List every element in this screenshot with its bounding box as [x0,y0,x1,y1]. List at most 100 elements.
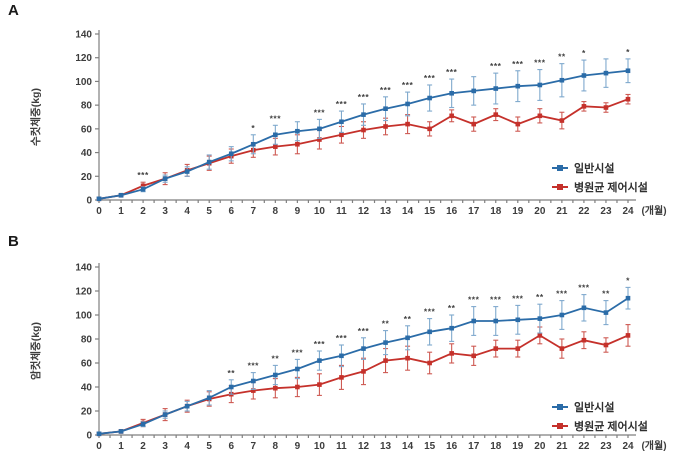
svg-text:17: 17 [468,441,480,452]
legend-item-pathogen-controlled-facility: 병원균 제어시설 [552,418,648,434]
svg-text:10: 10 [314,206,326,217]
svg-text:13: 13 [380,441,392,452]
svg-text:22: 22 [578,206,590,217]
svg-text:***: *** [446,67,458,77]
blue-line-marker-icon [552,165,568,171]
svg-text:7: 7 [251,206,257,217]
svg-text:80: 80 [81,101,93,112]
svg-text:2: 2 [140,206,146,217]
blue-line-marker-icon [552,404,568,410]
svg-text:4: 4 [184,206,190,217]
svg-text:14: 14 [402,206,414,217]
svg-text:***: *** [314,107,326,117]
legend-a: 일반시설 병원균 제어시설 [552,160,648,195]
svg-text:**: ** [448,303,456,313]
legend-item-general-facility: 일반시설 [552,160,648,176]
svg-text:**: ** [382,319,390,329]
svg-text:*: * [626,275,630,285]
panel-a: A 0 20 40 60 80 100 120 140 0 1 2 3 4 5 6 7 8 9 10 11 12 13 14… [0,0,680,231]
legend-label: 병원균 제어시설 [574,182,648,194]
svg-text:**: ** [227,368,235,378]
svg-text:수컷체중(kg): 수컷체중(kg) [29,88,42,146]
svg-text:15: 15 [424,441,436,452]
svg-text:***: *** [556,289,568,299]
svg-text:***: *** [270,113,282,123]
svg-text:6: 6 [228,441,234,452]
svg-text:***: *** [292,347,304,357]
svg-text:6: 6 [228,206,234,217]
svg-text:140: 140 [75,30,92,41]
svg-text:9: 9 [295,206,301,217]
svg-text:***: *** [424,307,436,317]
svg-text:18: 18 [490,206,502,217]
panel-b-label: B [8,233,19,250]
svg-text:60: 60 [81,359,93,370]
red-line-marker-icon [552,423,568,429]
svg-text:***: *** [468,295,480,305]
svg-text:8: 8 [273,206,279,217]
svg-text:*: * [582,48,586,58]
svg-text:100: 100 [75,77,92,88]
svg-text:(개월): (개월) [641,204,666,217]
svg-text:20: 20 [81,407,93,418]
svg-text:**: ** [602,289,610,299]
svg-text:9: 9 [295,441,301,452]
svg-text:8: 8 [273,441,279,452]
legend-item-general-facility: 일반시설 [552,399,648,415]
svg-text:1: 1 [118,206,124,217]
svg-text:***: *** [490,295,502,305]
svg-text:***: *** [358,92,370,102]
svg-text:17: 17 [468,206,480,217]
svg-text:23: 23 [600,441,612,452]
svg-text:100: 100 [75,311,92,322]
svg-text:*: * [626,47,630,57]
svg-text:**: ** [272,353,280,363]
svg-text:***: *** [358,326,370,336]
svg-text:***: *** [336,333,348,343]
svg-text:***: *** [137,170,149,180]
svg-text:1: 1 [118,441,124,452]
svg-text:5: 5 [206,441,212,452]
panel-b: B 0 20 40 60 80 100 120 140 0 1 2 3 4 5 6 7 8 9 10 11 12 13 14… [0,231,680,463]
svg-text:5: 5 [206,206,212,217]
legend-label: 일반시설 [574,402,615,414]
svg-text:***: *** [578,283,590,293]
svg-text:18: 18 [490,441,502,452]
svg-text:16: 16 [446,441,458,452]
svg-text:22: 22 [578,441,590,452]
svg-text:20: 20 [81,172,93,183]
svg-text:3: 3 [162,441,168,452]
svg-text:21: 21 [556,441,568,452]
svg-text:19: 19 [512,206,524,217]
svg-text:4: 4 [184,441,190,452]
svg-text:0: 0 [96,206,102,217]
svg-text:***: *** [512,293,524,303]
panel-a-label: A [8,2,19,19]
svg-text:0: 0 [86,196,92,207]
svg-text:23: 23 [600,206,612,217]
svg-text:20: 20 [534,441,546,452]
svg-text:(개월): (개월) [641,439,666,452]
svg-text:***: *** [380,85,392,95]
svg-text:24: 24 [622,441,634,452]
svg-text:19: 19 [512,441,524,452]
svg-text:***: *** [490,61,502,71]
svg-text:40: 40 [81,383,93,394]
svg-text:2: 2 [140,441,146,452]
svg-text:140: 140 [75,263,92,274]
svg-text:120: 120 [75,287,92,298]
svg-text:***: *** [402,80,414,90]
svg-text:***: *** [336,99,348,109]
svg-text:***: *** [534,58,546,68]
legend-label: 일반시설 [574,163,615,175]
legend-b: 일반시설 병원균 제어시설 [552,399,648,434]
svg-text:**: ** [558,52,566,62]
legend-item-pathogen-controlled-facility: 병원균 제어시설 [552,179,648,195]
svg-text:**: ** [404,314,412,324]
svg-text:*: * [251,123,255,133]
svg-text:암컷체중(kg): 암컷체중(kg) [29,322,42,380]
svg-text:120: 120 [75,53,92,64]
svg-text:12: 12 [358,206,370,217]
